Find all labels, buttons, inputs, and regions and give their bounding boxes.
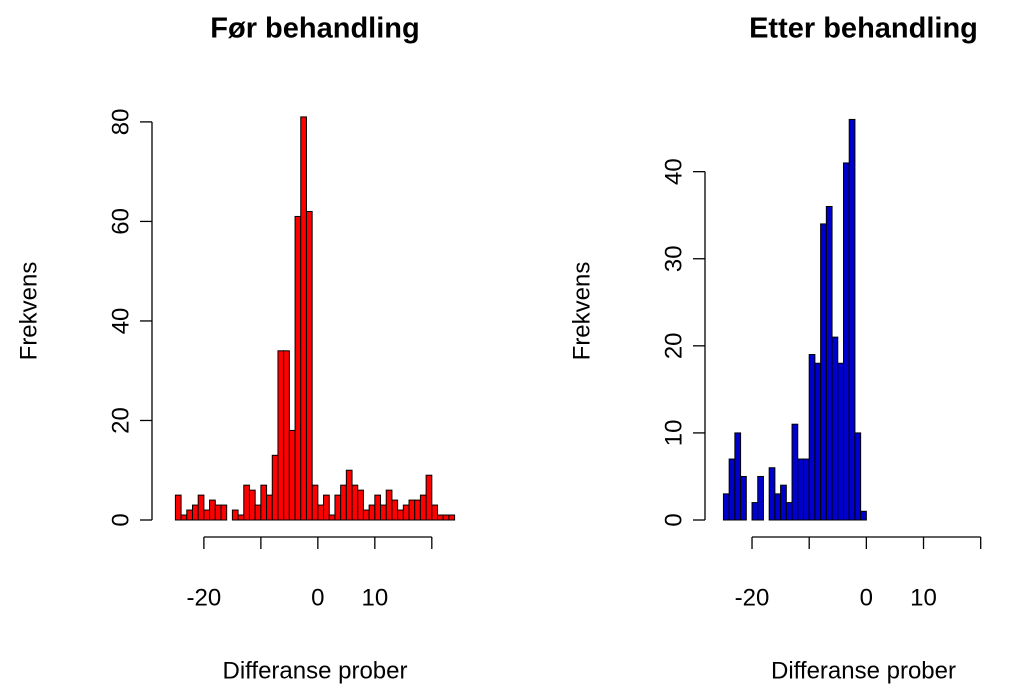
bar <box>842 162 850 521</box>
y-tick-label: 30 <box>660 245 687 272</box>
bar <box>237 514 245 521</box>
bar <box>791 423 799 521</box>
x-axis-title: Differanse prober <box>771 657 956 684</box>
bar <box>340 484 347 521</box>
bar <box>385 489 393 521</box>
bar <box>362 509 370 521</box>
bar <box>374 494 382 521</box>
y-tick-label: 0 <box>660 513 687 526</box>
bar <box>231 509 239 521</box>
bar <box>357 489 364 521</box>
bar <box>797 458 804 521</box>
bar <box>408 499 416 521</box>
bar <box>288 429 296 521</box>
bar <box>334 494 342 521</box>
bar <box>397 509 404 521</box>
bar <box>180 514 188 521</box>
bar <box>323 494 330 521</box>
bar <box>186 509 193 521</box>
y-axis-title: Frekvens <box>568 262 595 361</box>
bar <box>802 458 810 521</box>
bar <box>294 215 302 521</box>
bar <box>300 116 307 521</box>
y-tick-label: 80 <box>107 109 134 136</box>
x-tick-label: -20 <box>187 584 222 611</box>
x-tick-label: 10 <box>361 584 388 611</box>
bar <box>860 510 867 521</box>
bar <box>351 484 359 521</box>
bar <box>391 499 399 521</box>
bar <box>442 514 450 521</box>
bar <box>191 504 199 521</box>
bar <box>831 336 839 521</box>
y-tick-label: 40 <box>660 158 687 185</box>
x-tick-label: 10 <box>910 584 937 611</box>
bar <box>734 432 742 521</box>
bar <box>837 362 844 521</box>
x-tick-label: -20 <box>735 584 770 611</box>
bar <box>431 504 439 521</box>
bar <box>722 493 730 521</box>
bar <box>214 504 222 521</box>
bar <box>757 475 764 521</box>
bar <box>203 509 211 521</box>
bar <box>380 504 387 521</box>
bar <box>277 350 285 521</box>
bar <box>243 484 250 521</box>
y-tick-label: 10 <box>660 420 687 447</box>
bar <box>854 432 862 521</box>
bar <box>751 502 759 521</box>
bar <box>808 354 816 521</box>
bar <box>740 475 747 521</box>
bar <box>266 494 273 521</box>
y-axis-title: Frekvens <box>15 262 42 361</box>
bar <box>248 489 256 521</box>
bar <box>425 474 433 521</box>
x-tick-label: 0 <box>311 584 324 611</box>
bar <box>437 514 444 521</box>
bar <box>414 499 421 521</box>
bar <box>260 484 268 521</box>
chart-title: Før behandling <box>210 13 419 45</box>
y-tick-label: 0 <box>107 513 134 526</box>
chart-title: Etter behandling <box>749 13 978 45</box>
bar <box>271 454 279 521</box>
bar <box>820 223 827 521</box>
bar <box>305 210 313 521</box>
bar <box>209 499 216 521</box>
bar <box>283 350 290 521</box>
x-axis-title: Differanse prober <box>223 657 408 684</box>
bar <box>780 484 787 521</box>
bar <box>825 206 833 521</box>
x-tick-label: 0 <box>860 584 873 611</box>
bar <box>220 504 228 521</box>
bar <box>317 504 325 521</box>
bar <box>368 504 376 521</box>
y-tick-label: 60 <box>107 208 134 235</box>
bar <box>848 118 856 521</box>
bar <box>768 467 776 521</box>
bar <box>345 469 353 521</box>
bar <box>448 514 456 521</box>
bar <box>311 484 319 521</box>
bar <box>774 493 782 521</box>
bar <box>814 362 822 521</box>
y-tick-label: 40 <box>107 308 134 335</box>
bar <box>254 504 262 521</box>
y-tick-label: 20 <box>107 407 134 434</box>
bar <box>197 494 205 521</box>
bar <box>328 514 336 521</box>
bar <box>728 458 736 521</box>
bar <box>174 494 182 521</box>
y-tick-label: 20 <box>660 332 687 359</box>
bar <box>419 494 427 521</box>
bar <box>785 502 793 521</box>
bar <box>402 504 410 521</box>
